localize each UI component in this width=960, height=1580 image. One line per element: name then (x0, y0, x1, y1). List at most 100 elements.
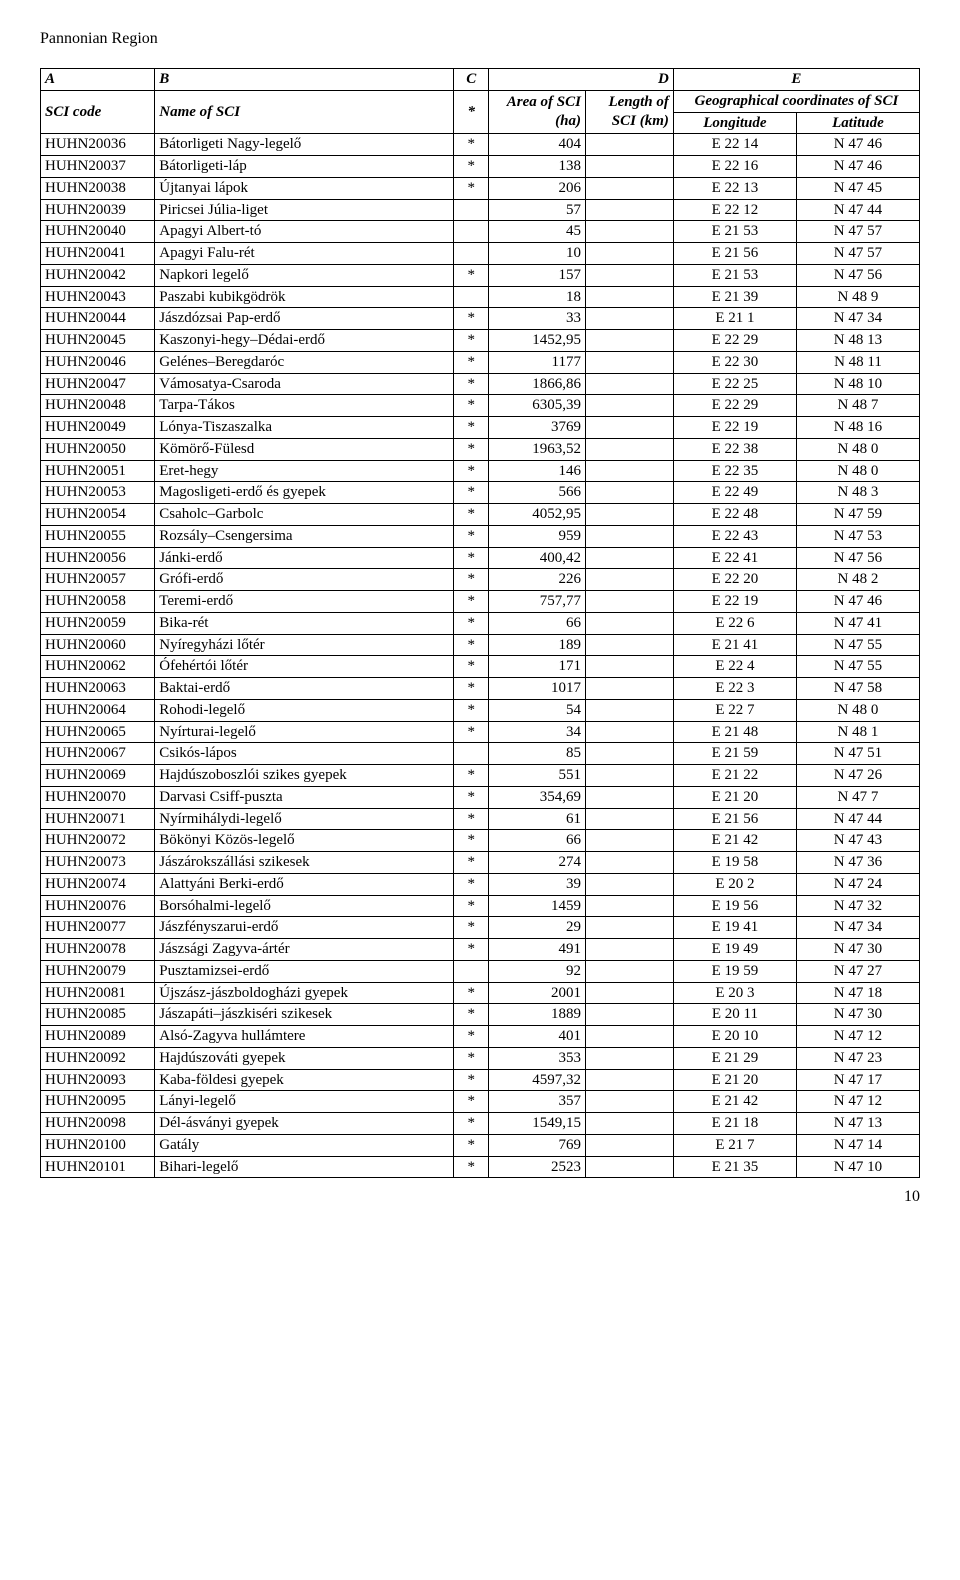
cell-length (585, 308, 673, 330)
table-row: HUHN20062Ófehértói lőtér*171E 22 4N 47 5… (41, 656, 920, 678)
cell-lat: N 48 0 (796, 460, 919, 482)
cell-code: HUHN20056 (41, 547, 155, 569)
cell-lat: N 47 26 (796, 765, 919, 787)
cell-star: * (454, 438, 489, 460)
cell-area: 66 (489, 830, 586, 852)
cell-length (585, 786, 673, 808)
cell-area: 491 (489, 939, 586, 961)
cell-star: * (454, 1091, 489, 1113)
cell-star (454, 743, 489, 765)
page-number: 10 (40, 1188, 920, 1206)
cell-star: * (454, 895, 489, 917)
cell-name: Ófehértói lőtér (155, 656, 454, 678)
cell-star (454, 221, 489, 243)
cell-name: Csikós-lápos (155, 743, 454, 765)
cell-name: Apagyi Falu-rét (155, 243, 454, 265)
cell-star: * (454, 395, 489, 417)
cell-area: 1452,95 (489, 330, 586, 352)
cell-code: HUHN20057 (41, 569, 155, 591)
cell-length (585, 286, 673, 308)
cell-code: HUHN20060 (41, 634, 155, 656)
cell-name: Apagyi Albert-tó (155, 221, 454, 243)
cell-name: Bátorligeti Nagy-legelő (155, 134, 454, 156)
header-letter-c: C (454, 69, 489, 91)
header-name: Name of SCI (155, 90, 454, 134)
cell-lon: E 22 38 (673, 438, 796, 460)
cell-area: 39 (489, 873, 586, 895)
header-star: * (454, 90, 489, 134)
cell-name: Borsóhalmi-legelő (155, 895, 454, 917)
cell-lon: E 21 18 (673, 1113, 796, 1135)
cell-name: Hajdúszoboszlói szikes gyepek (155, 765, 454, 787)
cell-name: Rohodi-legelő (155, 699, 454, 721)
table-row: HUHN20046Gelénes–Beregdaróc*1177E 22 30N… (41, 351, 920, 373)
cell-lon: E 22 25 (673, 373, 796, 395)
cell-lat: N 47 10 (796, 1156, 919, 1178)
cell-name: Alattyáni Berki-erdő (155, 873, 454, 895)
cell-area: 18 (489, 286, 586, 308)
cell-length (585, 1047, 673, 1069)
table-row: HUHN20044Jászdózsai Pap-erdő*33E 21 1N 4… (41, 308, 920, 330)
table-row: HUHN20093Kaba-földesi gyepek*4597,32E 21… (41, 1069, 920, 1091)
cell-lat: N 47 55 (796, 656, 919, 678)
cell-length (585, 895, 673, 917)
cell-length (585, 721, 673, 743)
cell-lat: N 47 55 (796, 634, 919, 656)
cell-star: * (454, 852, 489, 874)
cell-code: HUHN20079 (41, 960, 155, 982)
cell-lat: N 47 51 (796, 743, 919, 765)
cell-code: HUHN20078 (41, 939, 155, 961)
header-letter-a: A (41, 69, 155, 91)
cell-star: * (454, 330, 489, 352)
cell-area: 85 (489, 743, 586, 765)
cell-area: 1177 (489, 351, 586, 373)
cell-lon: E 21 35 (673, 1156, 796, 1178)
cell-lat: N 48 0 (796, 438, 919, 460)
cell-name: Lónya-Tiszaszalka (155, 417, 454, 439)
cell-lat: N 47 43 (796, 830, 919, 852)
cell-name: Bika-rét (155, 612, 454, 634)
table-row: HUHN20053Magosligeti-erdő és gyepek*566E… (41, 482, 920, 504)
cell-area: 1459 (489, 895, 586, 917)
cell-name: Jászárokszállási szikesek (155, 852, 454, 874)
table-row: HUHN20070Darvasi Csiff-puszta*354,69E 21… (41, 786, 920, 808)
cell-area: 404 (489, 134, 586, 156)
table-row: HUHN20050Kömörő-Fülesd*1963,52E 22 38N 4… (41, 438, 920, 460)
cell-length (585, 1004, 673, 1026)
cell-lat: N 48 9 (796, 286, 919, 308)
cell-star: * (454, 591, 489, 613)
cell-area: 1017 (489, 678, 586, 700)
cell-length (585, 678, 673, 700)
cell-length (585, 634, 673, 656)
page-title: Pannonian Region (40, 30, 920, 48)
cell-name: Grófi-erdő (155, 569, 454, 591)
cell-lat: N 47 56 (796, 547, 919, 569)
table-header-labels: SCI code Name of SCI * Area of SCI (ha) … (41, 90, 920, 112)
cell-length (585, 395, 673, 417)
cell-area: 400,42 (489, 547, 586, 569)
cell-name: Lányi-legelő (155, 1091, 454, 1113)
cell-name: Kaszonyi-hegy–Dédai-erdő (155, 330, 454, 352)
cell-name: Jászfényszarui-erdő (155, 917, 454, 939)
cell-lon: E 20 11 (673, 1004, 796, 1026)
cell-lat: N 47 46 (796, 591, 919, 613)
cell-length (585, 743, 673, 765)
table-row: HUHN20036Bátorligeti Nagy-legelő*404E 22… (41, 134, 920, 156)
cell-length (585, 873, 673, 895)
cell-lon: E 21 42 (673, 1091, 796, 1113)
cell-length (585, 960, 673, 982)
cell-area: 57 (489, 199, 586, 221)
cell-star: * (454, 156, 489, 178)
table-row: HUHN20064Rohodi-legelő*54E 22 7N 48 0 (41, 699, 920, 721)
cell-lat: N 48 10 (796, 373, 919, 395)
cell-area: 357 (489, 1091, 586, 1113)
cell-name: Piricsei Júlia-liget (155, 199, 454, 221)
cell-lat: N 47 56 (796, 264, 919, 286)
cell-name: Jászsági Zagyva-ártér (155, 939, 454, 961)
cell-lat: N 47 45 (796, 177, 919, 199)
header-longitude: Longitude (673, 112, 796, 134)
cell-area: 401 (489, 1026, 586, 1048)
cell-star: * (454, 373, 489, 395)
cell-name: Jánki-erdő (155, 547, 454, 569)
cell-code: HUHN20065 (41, 721, 155, 743)
